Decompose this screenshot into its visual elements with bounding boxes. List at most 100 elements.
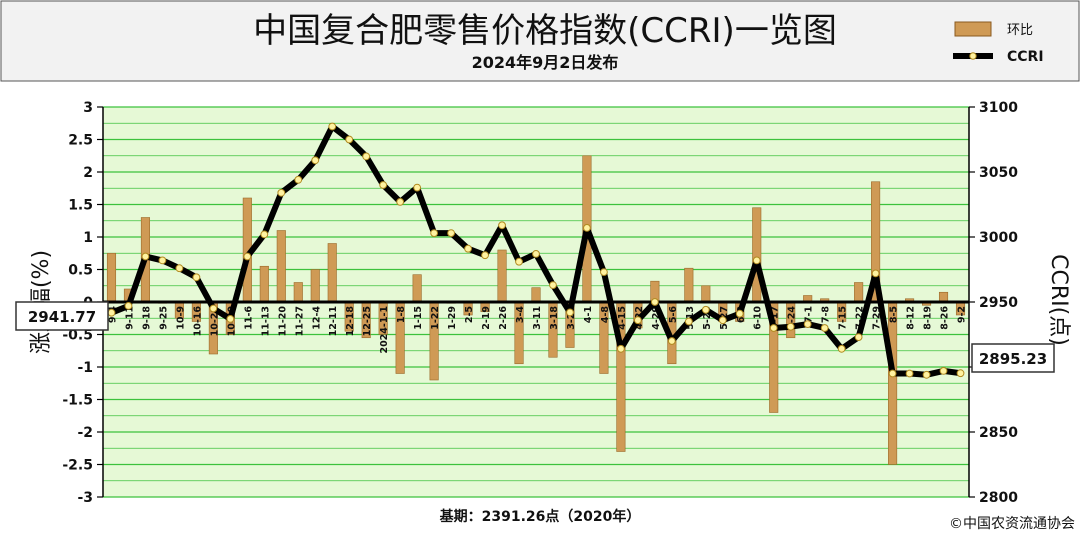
ccri-point: [667, 337, 676, 345]
y2-tick-label: 3000: [979, 230, 1018, 246]
legend-line-marker: [969, 52, 977, 60]
start-value-text: 2941.77: [28, 308, 96, 326]
header-band: [0, 0, 1080, 82]
x-tick-label: 6-10: [753, 306, 764, 330]
bar-6-10: [752, 207, 762, 303]
bar-3-11: [531, 287, 541, 303]
ccri-point: [209, 304, 218, 313]
y-tick-label: -2.5: [62, 458, 93, 474]
ccri-point: [192, 273, 201, 282]
x-tick-label: 10-16: [192, 306, 203, 337]
x-tick-label: 7-1: [804, 306, 815, 323]
bar-8-5: [888, 301, 898, 465]
y2-tick-label: 3050: [979, 165, 1018, 181]
y-tick-label: -3: [77, 490, 93, 506]
ccri-point: [956, 369, 965, 378]
x-tick-label: 2-26: [498, 306, 509, 330]
y2-tick-label: 3100: [979, 100, 1018, 116]
bar-5-13: [684, 267, 694, 303]
ccri-point: [277, 188, 286, 197]
copyright-note: ©中国农资流通协会: [949, 516, 1075, 532]
x-tick-label: 3-18: [549, 306, 560, 330]
ccri-point: [769, 324, 778, 332]
x-tick-label: 6-17: [770, 306, 781, 330]
ccri-point: [701, 305, 710, 314]
bar-12-4: [310, 269, 320, 303]
legend-bar-label: 环比: [1007, 23, 1033, 38]
x-tick-label: 3-11: [532, 306, 543, 330]
ccri-point: [566, 308, 574, 317]
x-tick-label: 9-2: [957, 306, 968, 323]
ccri-point: [922, 370, 931, 379]
x-tick-label: 11-13: [260, 306, 271, 336]
ccri-point: [837, 344, 846, 353]
ccri-point: [481, 251, 489, 260]
ccri-point: [124, 302, 133, 310]
chart-title: 中国复合肥零售价格指数(CCRI)一览图: [253, 11, 837, 51]
x-tick-label: 2-5: [464, 306, 475, 323]
x-tick-label: 8-5: [889, 306, 900, 323]
ccri-point: [905, 369, 914, 378]
end-value-callout: 2895.23: [971, 343, 1055, 373]
y2-tick-label: 2950: [979, 295, 1018, 311]
x-tick-label: 12-18: [345, 306, 356, 337]
y2-tick-label: 2850: [979, 425, 1018, 441]
x-tick-label: 11-27: [294, 306, 305, 336]
x-tick-label: 4-1: [583, 306, 594, 323]
y-tick-label: -2: [77, 425, 93, 441]
x-tick-label: 7-8: [821, 306, 832, 324]
bar-1-15: [412, 274, 422, 303]
y-tick-label: -1.5: [62, 393, 93, 409]
ccri-point: [498, 221, 506, 230]
bar-2-26: [497, 249, 507, 303]
bar-9-4: [106, 252, 117, 303]
ccri-point: [650, 298, 659, 306]
ccri-point: [345, 135, 354, 144]
y-tick-label: 1: [83, 230, 93, 246]
ccri-point: [107, 308, 116, 317]
x-tick-label: 1-22: [430, 306, 441, 330]
y-tick-label: 1.5: [68, 198, 93, 214]
ccri-point: [464, 244, 472, 253]
ccri-point: [515, 257, 523, 266]
y-tick-label: 0.5: [68, 263, 93, 279]
x-tick-label: 10-23: [209, 306, 220, 336]
x-tick-label: 12-4: [311, 306, 322, 330]
ccri-point: [939, 367, 948, 375]
bar-7-22: [854, 282, 864, 303]
bar-11-20: [276, 230, 286, 303]
ccri-point: [175, 264, 184, 273]
ccri-point: [583, 224, 591, 232]
ccri-point: [260, 230, 269, 239]
ccri-point: [447, 229, 455, 238]
x-tick-label: 4-15: [617, 306, 628, 330]
x-tick-label: 7-29: [872, 306, 883, 330]
ccri-point: [600, 268, 608, 277]
ccri-point: [786, 322, 795, 331]
ccri-point: [617, 344, 625, 353]
bar-11-27: [293, 282, 303, 303]
x-tick-label: 12-25: [362, 306, 373, 336]
ccri-point: [888, 369, 897, 378]
ccri-point: [854, 333, 863, 342]
x-tick-label: 1-8: [396, 306, 407, 324]
y-tick-label: -0.5: [62, 328, 93, 344]
bar-12-11: [327, 243, 337, 303]
x-tick-label: 6-24: [787, 306, 798, 330]
ccri-point: [803, 320, 812, 329]
bar-11-13: [259, 265, 269, 303]
x-tick-label: 9-11: [124, 306, 135, 330]
end-value-text: 2895.23: [979, 350, 1047, 368]
x-tick-label: 11-6: [243, 306, 254, 330]
y2-axis-title: CCRI(点): [1046, 254, 1071, 346]
x-tick-label: 10-9: [175, 306, 186, 330]
y-tick-label: 2.5: [68, 133, 93, 149]
x-tick-label: 4-8: [600, 306, 611, 324]
ccri-point: [684, 317, 693, 326]
x-tick-label: 5-6: [668, 306, 679, 324]
ccri-point: [735, 309, 744, 318]
y2-tick-label: 2800: [979, 490, 1018, 506]
ccri-point: [379, 181, 388, 189]
x-tick-label: 8-12: [906, 306, 917, 330]
